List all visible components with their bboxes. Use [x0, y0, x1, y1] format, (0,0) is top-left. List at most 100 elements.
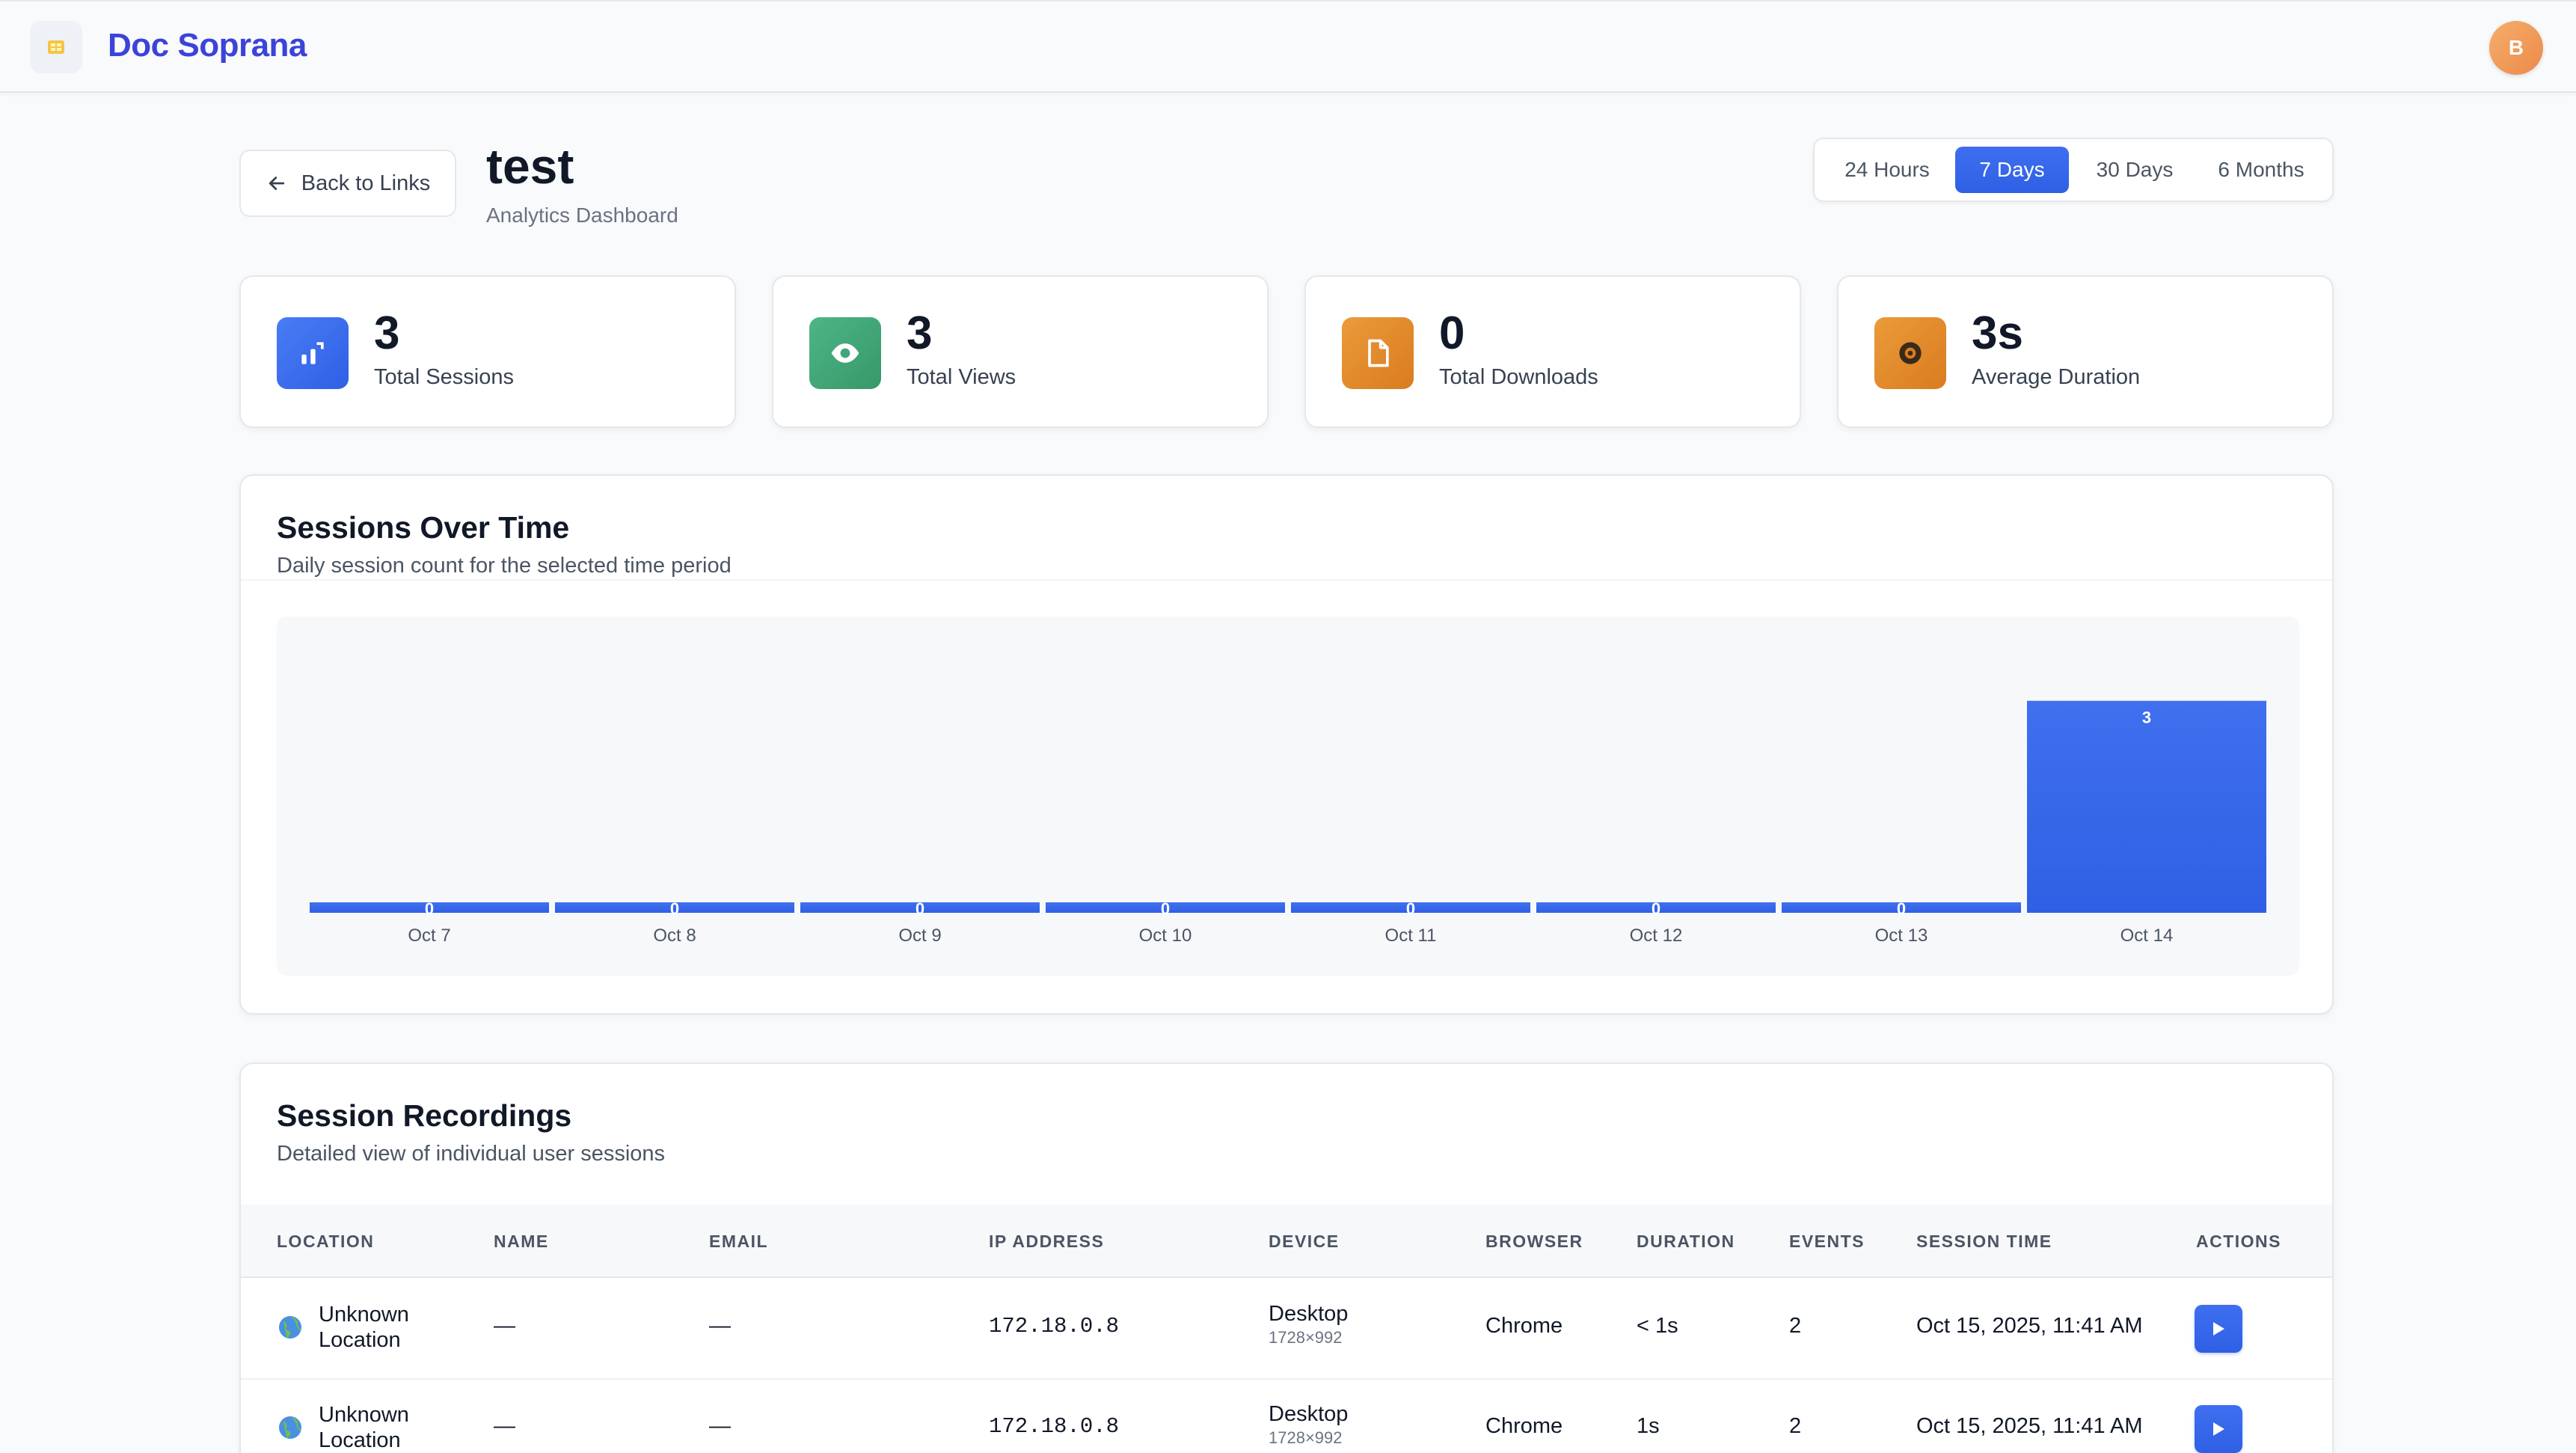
eye-icon — [809, 317, 881, 389]
chart-icon — [277, 317, 349, 389]
total-downloads-label: Total Downloads — [1439, 365, 1598, 389]
name-cell: — — [494, 1314, 515, 1338]
total-views-value: 3 — [907, 308, 933, 359]
column-header-browser[interactable]: BROWSER — [1485, 1232, 1583, 1251]
time-range-selector: 24 Hours 7 Days 30 Days 6 Months — [1813, 138, 2334, 202]
device-cell: Desktop 1728×992 — [1269, 1302, 1348, 1350]
location-line-2: Location — [319, 1428, 401, 1452]
bar-oct-13[interactable] — [1782, 902, 2021, 913]
sessions-over-time-panel: Sessions Over Time Daily session count f… — [239, 474, 2334, 1015]
device-type: Desktop — [1269, 1302, 1349, 1326]
device-type: Desktop — [1269, 1402, 1349, 1426]
total-sessions-value: 3 — [374, 308, 400, 359]
bar-value-label: 0 — [1406, 899, 1415, 918]
range-30-days-button[interactable]: 30 Days — [2096, 158, 2174, 181]
arrow-left-icon — [269, 177, 284, 190]
play-recording-button[interactable] — [2195, 1305, 2242, 1353]
play-icon — [2213, 1322, 2224, 1336]
play-icon — [2213, 1422, 2224, 1436]
brand-name[interactable]: Doc Soprana — [108, 27, 307, 64]
bar-value-label: 0 — [425, 899, 434, 918]
location-cell: Unknown Location — [319, 1402, 409, 1453]
location-line-1: Unknown — [319, 1403, 409, 1427]
total-views-label: Total Views — [907, 365, 1016, 389]
chart-divider — [241, 579, 2332, 581]
duration-cell: < 1s — [1637, 1314, 1678, 1338]
document-icon — [1342, 317, 1414, 389]
sessions-bar-chart: 0 Oct 7 0 Oct 8 0 Oct 9 0 Oct 10 0 Oct 11 0 Oct 12 0… — [277, 617, 2299, 976]
range-7-days-button[interactable]: 7 Days — [1955, 147, 2069, 193]
email-cell: — — [709, 1414, 731, 1438]
browser-cell: Chrome — [1485, 1314, 1563, 1338]
sessions-chart-svg: 0 Oct 7 0 Oct 8 0 Oct 9 0 Oct 10 0 Oct 11 0 Oct 12 0… — [310, 700, 2266, 946]
table-row[interactable]: Unknown Location — — 172.18.0.8 Desktop … — [241, 1279, 2332, 1380]
bar-oct-8[interactable] — [555, 902, 794, 913]
events-cell: 2 — [1789, 1314, 1802, 1338]
events-cell: 2 — [1789, 1414, 1802, 1438]
browser-cell: Chrome — [1485, 1414, 1563, 1438]
column-header-location[interactable]: LOCATION — [277, 1232, 375, 1251]
top-bar: Doc Soprana B — [0, 0, 2576, 93]
bar-oct-12[interactable] — [1536, 902, 1776, 913]
total-downloads-value: 0 — [1439, 308, 1465, 359]
bar-value-label: 0 — [670, 899, 679, 918]
logo-icon — [48, 40, 64, 54]
page-title: test — [486, 138, 574, 194]
globe-icon — [279, 1416, 301, 1439]
name-cell: — — [494, 1414, 515, 1438]
location-cell: Unknown Location — [319, 1302, 409, 1353]
bar-oct-11[interactable] — [1291, 902, 1530, 913]
user-avatar[interactable]: B — [2489, 21, 2543, 75]
stat-card-total-views: 3 Total Views — [772, 275, 1269, 428]
session-time-cell: Oct 15, 2025, 11:41 AM — [1916, 1414, 2143, 1438]
column-header-ip-address[interactable]: IP ADDRESS — [989, 1232, 1105, 1251]
column-header-name[interactable]: NAME — [494, 1232, 549, 1251]
average-duration-label: Average Duration — [1972, 365, 2141, 389]
recordings-subtitle: Detailed view of individual user session… — [277, 1142, 666, 1166]
session-recordings-panel: Session Recordings Detailed view of indi… — [239, 1062, 2334, 1453]
x-tick-label: Oct 12 — [1630, 926, 1683, 946]
stat-card-total-downloads: 0 Total Downloads — [1304, 275, 1801, 428]
bar-value-label: 0 — [1652, 899, 1660, 918]
app-logo[interactable] — [30, 21, 82, 73]
x-tick-label: Oct 11 — [1385, 926, 1437, 946]
device-resolution: 1728×992 — [1269, 1428, 1343, 1447]
column-header-device[interactable]: DEVICE — [1269, 1232, 1340, 1251]
stat-card-total-sessions: 3 Total Sessions — [239, 275, 736, 428]
column-header-duration[interactable]: DURATION — [1637, 1232, 1735, 1251]
recordings-title: Session Recordings — [277, 1098, 572, 1133]
x-tick-label: Oct 13 — [1875, 926, 1928, 946]
x-tick-label: Oct 7 — [408, 926, 450, 946]
column-header-email[interactable]: EMAIL — [709, 1232, 769, 1251]
bar-value-label: 0 — [916, 899, 924, 918]
bar-oct-10[interactable] — [1046, 902, 1285, 913]
recordings-table-header: LOCATION NAME EMAIL IP ADDRESS DEVICE BR… — [241, 1205, 2332, 1278]
chart-subtitle: Daily session count for the selected tim… — [277, 554, 732, 578]
session-time-cell: Oct 15, 2025, 11:41 AM — [1916, 1314, 2143, 1338]
bar-value-label: 0 — [1897, 899, 1906, 918]
bar-oct-9[interactable] — [800, 902, 1040, 913]
email-cell: — — [709, 1314, 731, 1338]
device-resolution: 1728×992 — [1269, 1328, 1343, 1347]
x-tick-label: Oct 14 — [2120, 926, 2174, 946]
bar-oct-14[interactable] — [2027, 700, 2266, 913]
column-header-events[interactable]: EVENTS — [1789, 1232, 1865, 1251]
column-header-session-time[interactable]: SESSION TIME — [1916, 1232, 2052, 1251]
range-24-hours-button[interactable]: 24 Hours — [1844, 158, 1930, 181]
table-row[interactable]: Unknown Location — — 172.18.0.8 Desktop … — [241, 1380, 2332, 1453]
range-6-months-button[interactable]: 6 Months — [2218, 158, 2304, 181]
bar-value-label: 0 — [1161, 899, 1170, 918]
play-recording-button[interactable] — [2195, 1405, 2242, 1453]
ip-address-cell: 172.18.0.8 — [989, 1314, 1120, 1339]
device-cell: Desktop 1728×992 — [1269, 1402, 1348, 1450]
globe-icon — [279, 1316, 301, 1339]
x-tick-label: Oct 8 — [653, 926, 696, 946]
total-sessions-label: Total Sessions — [374, 365, 514, 389]
average-duration-value: 3s — [1972, 308, 2023, 359]
back-to-links-button[interactable]: Back to Links — [239, 150, 456, 217]
ip-address-cell: 172.18.0.8 — [989, 1414, 1120, 1439]
location-line-1: Unknown — [319, 1303, 409, 1327]
bar-oct-7[interactable] — [310, 902, 549, 913]
x-tick-label: Oct 9 — [898, 926, 941, 946]
bar-value-label: 3 — [2142, 709, 2151, 727]
